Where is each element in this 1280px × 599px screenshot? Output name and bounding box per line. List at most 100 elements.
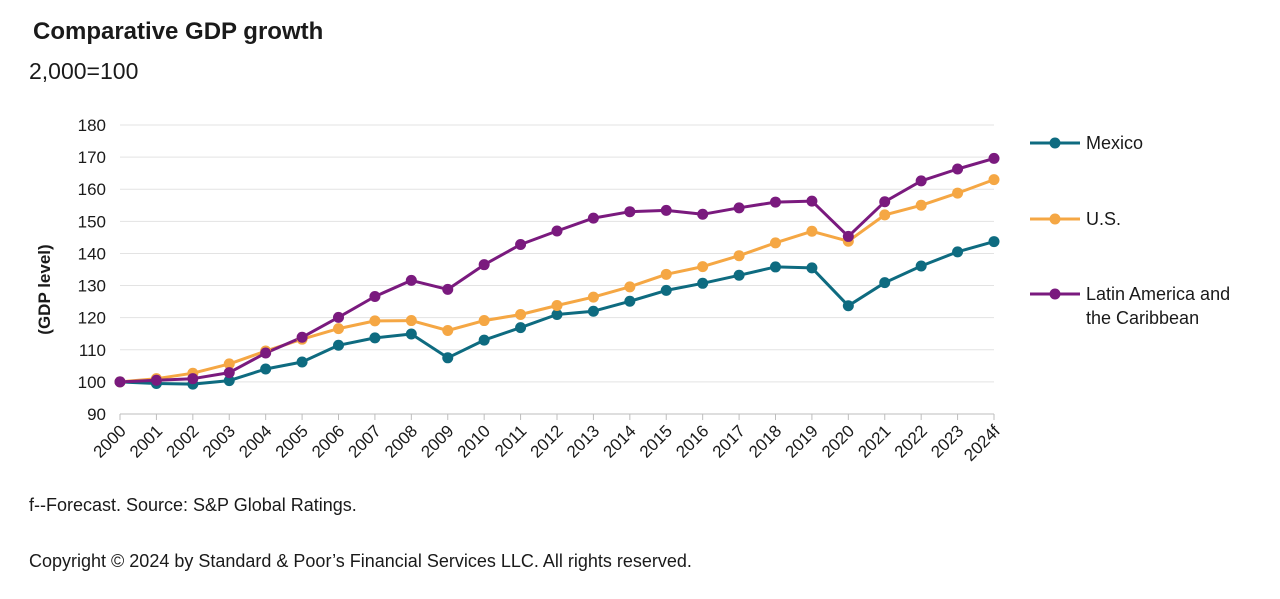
data-point-0 bbox=[296, 356, 308, 368]
legend-label: Mexico bbox=[1086, 133, 1143, 153]
data-point-0 bbox=[806, 262, 818, 274]
data-point-1 bbox=[733, 250, 745, 262]
data-point-2 bbox=[260, 347, 272, 359]
y-tick-label: 180 bbox=[78, 116, 106, 135]
data-point-2 bbox=[405, 274, 417, 286]
x-tick-label: 2016 bbox=[672, 421, 712, 461]
data-point-2 bbox=[223, 367, 235, 379]
x-tick-label: 2024f bbox=[960, 421, 1004, 465]
data-point-2 bbox=[515, 238, 527, 250]
x-axis-ticks: 2000200120022003200420052006200720082009… bbox=[90, 421, 1004, 465]
x-tick-label: 2013 bbox=[563, 421, 603, 461]
x-tick-label: 2012 bbox=[527, 421, 567, 461]
y-tick-label: 120 bbox=[78, 309, 106, 328]
data-point-2 bbox=[806, 195, 818, 207]
y-tick-label: 150 bbox=[78, 212, 106, 231]
x-tick-label: 2009 bbox=[417, 421, 457, 461]
data-point-0 bbox=[587, 305, 599, 317]
data-point-0 bbox=[842, 300, 854, 312]
copyright-notice: Copyright © 2024 by Standard & Poor’s Fi… bbox=[29, 551, 692, 571]
data-point-0 bbox=[442, 352, 454, 364]
legend-swatch-marker bbox=[1049, 288, 1061, 300]
y-tick-label: 110 bbox=[79, 341, 106, 360]
x-tick-label: 2019 bbox=[782, 421, 822, 461]
data-point-2 bbox=[697, 208, 709, 220]
data-point-1 bbox=[405, 315, 417, 327]
data-point-1 bbox=[660, 268, 672, 280]
data-point-1 bbox=[915, 199, 927, 211]
data-point-0 bbox=[915, 260, 927, 272]
chart-title: Comparative GDP growth bbox=[33, 18, 324, 45]
data-point-0 bbox=[952, 246, 964, 258]
data-point-1 bbox=[952, 187, 964, 199]
data-point-2 bbox=[187, 373, 199, 385]
legend-label: U.S. bbox=[1086, 209, 1121, 229]
y-tick-label: 90 bbox=[87, 405, 106, 424]
data-point-0 bbox=[515, 322, 527, 334]
data-point-0 bbox=[405, 328, 417, 340]
data-point-2 bbox=[624, 206, 636, 218]
gridlines bbox=[120, 124, 994, 383]
data-point-0 bbox=[369, 332, 381, 344]
x-tick-label: 2010 bbox=[454, 421, 494, 461]
x-tick-label: 2000 bbox=[90, 421, 130, 461]
legend-item: U.S. bbox=[1030, 209, 1121, 229]
legend-item: Mexico bbox=[1030, 133, 1143, 153]
data-point-1 bbox=[442, 325, 454, 337]
y-tick-label: 140 bbox=[78, 244, 106, 263]
data-point-0 bbox=[551, 308, 563, 320]
legend-label: the Caribbean bbox=[1086, 308, 1199, 328]
y-axis-ticks: 90 100 110 120 130 140 150 160 170 180 bbox=[78, 116, 106, 424]
data-point-2 bbox=[879, 196, 891, 208]
y-tick-label: 100 bbox=[78, 373, 106, 392]
x-tick-label: 2004 bbox=[235, 421, 275, 461]
x-tick-label: 2017 bbox=[709, 421, 749, 461]
x-tick-label: 2006 bbox=[308, 421, 348, 461]
x-tick-label: 2022 bbox=[891, 421, 931, 461]
data-point-1 bbox=[988, 174, 1000, 186]
legend-item: Latin America and the Caribbean bbox=[1030, 284, 1230, 328]
x-tick-label: 2023 bbox=[927, 421, 967, 461]
data-point-2 bbox=[587, 212, 599, 224]
data-point-0 bbox=[478, 334, 490, 346]
data-point-0 bbox=[624, 295, 636, 307]
y-tick-label: 160 bbox=[78, 180, 106, 199]
series-line-2 bbox=[119, 156, 995, 384]
data-point-0 bbox=[988, 236, 1000, 248]
y-tick-label: 130 bbox=[78, 277, 106, 296]
series-line-1 bbox=[119, 178, 995, 384]
data-point-0 bbox=[879, 277, 891, 289]
x-tick-label: 2020 bbox=[818, 421, 858, 461]
data-point-1 bbox=[515, 308, 527, 320]
data-point-2 bbox=[442, 283, 454, 295]
series-points bbox=[114, 152, 1000, 390]
data-point-0 bbox=[770, 261, 781, 273]
data-point-1 bbox=[624, 281, 636, 293]
x-tick-label: 2018 bbox=[745, 421, 785, 461]
data-point-0 bbox=[697, 277, 709, 289]
data-point-0 bbox=[733, 269, 745, 281]
x-tick-label: 2007 bbox=[345, 421, 385, 461]
data-point-1 bbox=[478, 315, 490, 327]
data-point-2 bbox=[478, 259, 490, 271]
data-point-2 bbox=[915, 175, 927, 187]
data-point-2 bbox=[952, 163, 964, 175]
data-point-1 bbox=[879, 209, 891, 221]
x-axis bbox=[119, 413, 995, 420]
data-point-2 bbox=[988, 152, 1000, 164]
data-point-2 bbox=[660, 204, 672, 216]
data-point-1 bbox=[369, 315, 381, 327]
data-point-2 bbox=[551, 225, 563, 237]
data-point-0 bbox=[660, 284, 672, 296]
x-tick-label: 2001 bbox=[126, 421, 166, 461]
data-point-0 bbox=[223, 375, 235, 387]
data-point-2 bbox=[842, 230, 854, 242]
y-tick-label: 170 bbox=[78, 148, 106, 167]
x-tick-label: 2014 bbox=[599, 421, 639, 461]
data-point-1 bbox=[551, 299, 563, 311]
data-point-2 bbox=[369, 290, 381, 302]
data-point-1 bbox=[587, 291, 599, 303]
data-point-2 bbox=[770, 196, 781, 208]
data-point-1 bbox=[223, 358, 235, 370]
